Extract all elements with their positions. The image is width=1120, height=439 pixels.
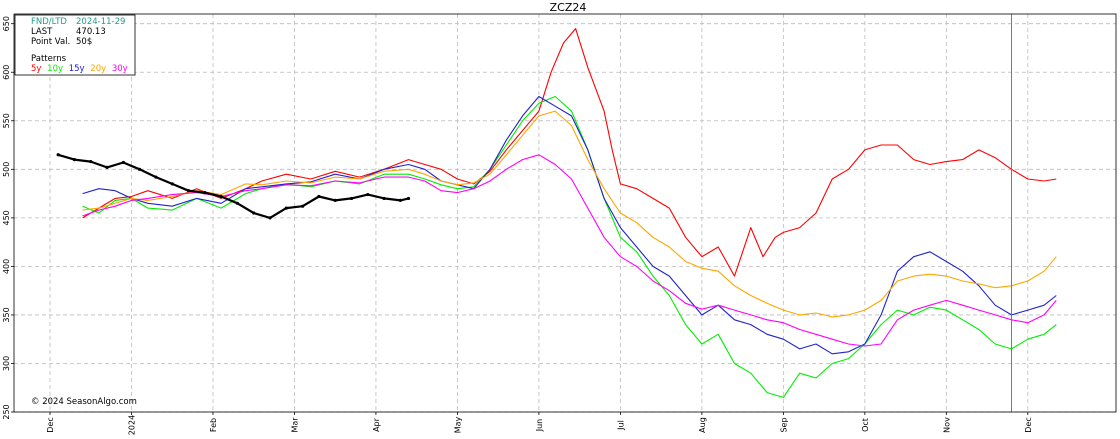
price-point: [406, 196, 411, 201]
chart-title: ZCZ24: [550, 1, 587, 14]
price-point: [154, 175, 158, 179]
x-tick-label: 2024: [127, 415, 136, 435]
y-tick-label: 250: [2, 404, 11, 419]
legend-5y: 5y: [31, 64, 41, 74]
price-point: [56, 153, 60, 157]
series-line-20y: [82, 110, 1057, 318]
y-tick-label: 400: [2, 259, 11, 274]
x-tick-label: Aug: [698, 417, 707, 433]
info-box: FND/LTD 2024-11-29 LAST 470.13 Point Val…: [14, 14, 136, 76]
price-point: [301, 204, 305, 208]
fnd-label: FND/LTD: [31, 17, 67, 27]
series-line-30y: [82, 154, 1057, 347]
x-tick-label: May: [453, 416, 462, 433]
x-tick-label: Mar: [290, 417, 299, 433]
y-tick-label: 500: [2, 162, 11, 177]
price-point: [138, 167, 142, 171]
x-tick-label: Oct: [861, 418, 870, 432]
y-tick-label: 550: [2, 113, 11, 128]
y-tick-label: 450: [2, 210, 11, 225]
x-tick-label: Apr: [372, 417, 381, 432]
copyright-text: © 2024 SeasonAlgo.com: [31, 397, 137, 407]
price-point: [235, 201, 240, 205]
price-point: [203, 191, 207, 195]
point-val-value: 50$: [76, 37, 92, 47]
y-axis: 250 300 350 400 450 500 550 600 650: [2, 16, 14, 420]
y-tick-label: 300: [2, 356, 11, 371]
series-group: [56, 28, 1057, 398]
price-point: [219, 194, 223, 199]
price-point: [121, 160, 125, 165]
price-point: [382, 196, 386, 201]
info-box-border: [14, 14, 136, 76]
price-point: [398, 198, 402, 202]
plot-frame: [13, 13, 1117, 413]
price-point: [284, 206, 288, 210]
legend-15y: 15y: [69, 64, 85, 74]
legend-10y: 10y: [47, 64, 63, 74]
x-tick-label: Nov: [942, 417, 951, 433]
series-line-ZCZ24: [57, 153, 409, 219]
x-axis: Dec 2024 Feb Mar Apr May Jun Jul Aug Sep Oct Nov Dec: [46, 412, 1033, 435]
y-tick-label: 600: [2, 65, 11, 80]
price-point: [170, 182, 174, 186]
price-point: [317, 194, 321, 199]
last-value: 470.13: [76, 27, 106, 37]
legend-30y: 30y: [112, 64, 128, 74]
price-point: [105, 165, 109, 169]
x-tick-label: Dec: [1024, 417, 1033, 432]
grid: [14, 14, 1116, 413]
price-point: [252, 211, 256, 215]
y-tick-label: 650: [2, 16, 11, 31]
price-point: [186, 189, 191, 193]
price-point: [366, 192, 370, 197]
fnd-value: 2024-11-29: [76, 17, 125, 27]
series-line-5y: [82, 28, 1057, 277]
x-tick-label: Sep: [779, 417, 788, 432]
series-line-10y: [82, 95, 1057, 398]
last-label: LAST: [31, 27, 53, 37]
price-point: [72, 158, 77, 162]
x-tick-label: Dec: [46, 417, 55, 432]
x-tick-label: Jul: [616, 420, 625, 431]
x-tick-label: Feb: [209, 418, 218, 432]
price-point: [89, 159, 93, 164]
price-point: [333, 198, 337, 202]
y-tick-label: 350: [2, 307, 11, 322]
legend-series: 5y 10y 15y 20y 30y: [31, 64, 128, 74]
legend-20y: 20y: [90, 64, 106, 74]
patterns-label: Patterns: [31, 54, 67, 64]
series-line-15y: [82, 95, 1057, 355]
point-val-label: Point Val.: [31, 37, 70, 47]
price-point: [268, 216, 272, 220]
price-point: [349, 196, 354, 201]
x-tick-label: Jun: [535, 419, 544, 433]
